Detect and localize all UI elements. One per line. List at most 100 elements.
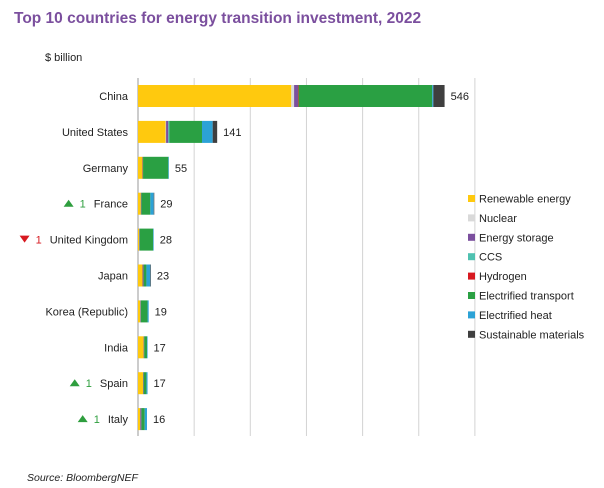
legend-swatch (468, 195, 475, 202)
bar-segment-renewable-energy (138, 300, 141, 323)
legend-label: Nuclear (479, 213, 517, 225)
total-value-label: 17 (154, 342, 166, 354)
legend-swatch (468, 272, 475, 280)
bar-segment-electrified-heat (432, 85, 434, 107)
bar-segment-electrified-transport (144, 336, 147, 359)
legend-swatch (468, 214, 475, 222)
bar-segment-renewable-energy (138, 408, 141, 431)
legend-label: Hydrogen (479, 271, 527, 283)
bar-segment-ccs (168, 120, 170, 143)
category-label: United States (62, 127, 129, 139)
legend-swatch (468, 253, 475, 261)
bar-segment-electrified-heat (144, 408, 147, 431)
total-value-label: 141 (223, 127, 241, 139)
rank-change-value: 1 (94, 414, 100, 426)
bar-segment-electrified-heat (147, 300, 149, 323)
category-label: Japan (98, 271, 128, 283)
bar-segment-renewable-energy (138, 192, 141, 215)
bar-segment-electrified-transport (141, 408, 145, 431)
bar-segment-renewable-energy (138, 228, 140, 251)
bar-segment-energy-storage (166, 120, 169, 143)
bar-segment-energy-storage (142, 264, 144, 287)
category-label: United Kingdom (50, 235, 128, 247)
total-labels: 546 141 55 29 28 23 19 17 17 16 (153, 91, 469, 426)
category-label: China (99, 91, 129, 103)
total-value-label: 19 (155, 306, 167, 318)
bar-segment-energy-storage (139, 228, 140, 251)
legend-label: Sustainable materials (479, 329, 585, 341)
legend-label: Renewable energy (479, 194, 571, 206)
category-label: Italy (108, 414, 129, 426)
rank-up-arrow-icon (77, 415, 88, 423)
total-value-label: 23 (157, 271, 169, 283)
bar-segment-renewable-energy (138, 372, 144, 395)
bar-segment-electrified-heat (153, 228, 154, 251)
legend-swatch (468, 311, 475, 319)
bar-segment-energy-storage (140, 300, 141, 323)
legend: Renewable energy Nuclear Energy storage CCS… (468, 194, 585, 341)
total-value-label: 28 (160, 235, 172, 247)
rank-change-value: 1 (36, 235, 42, 247)
bar-segment-electrified-transport (139, 228, 154, 251)
category-labels: China United States Germany France 1 United K… (19, 91, 129, 426)
bar-segment-energy-storage (142, 156, 144, 179)
category-label: India (104, 342, 129, 354)
total-value-label: 29 (160, 199, 172, 211)
bar-segment-energy-storage (140, 192, 142, 215)
bar-segment-electrified-heat (168, 156, 169, 179)
total-value-label: 17 (154, 378, 166, 390)
unit-label: $ billion (45, 52, 83, 64)
bar-segment-electrified-heat (202, 120, 213, 143)
bar-segment-electrified-transport (140, 300, 148, 323)
category-label: France (94, 199, 128, 211)
bar-segment-nuclear (165, 120, 167, 143)
bar-segment-electrified-transport (143, 264, 147, 287)
bar-segment-sustainable-materials (150, 264, 151, 287)
bar-segment-electrified-heat (146, 336, 148, 359)
bar-segment-renewable-energy (138, 156, 143, 179)
bar-segment-hydrogen (298, 85, 299, 107)
legend-label: Electrified heat (479, 310, 552, 322)
bar-segment-electrified-transport (143, 156, 169, 179)
bar-segment-electrified-heat (150, 192, 154, 215)
rank-up-arrow-icon (69, 379, 80, 387)
bar-segment-renewable-energy (138, 85, 292, 107)
rank-up-arrow-icon (63, 199, 74, 207)
bar-segment-energy-storage (140, 408, 142, 431)
rank-down-arrow-icon (19, 235, 30, 243)
bar-segment-renewable-energy (138, 264, 143, 287)
category-label: Germany (83, 163, 129, 175)
rank-change-value: 1 (86, 378, 92, 390)
total-value-label: 546 (451, 91, 469, 103)
bar-segment-energy-storage (294, 85, 299, 107)
bar-segment-sustainable-materials (212, 120, 218, 143)
bar-segment-electrified-transport (143, 372, 147, 395)
bar-segment-electrified-heat (146, 264, 151, 287)
legend-swatch (468, 233, 475, 241)
legend-label: Electrified transport (479, 291, 574, 303)
bar-segment-electrified-heat (146, 372, 148, 395)
bar-segment-nuclear (291, 85, 295, 107)
bar-segment-renewable-energy (138, 120, 166, 143)
bar-segment-sustainable-materials (433, 85, 445, 107)
total-value-label: 55 (175, 163, 187, 175)
bar-segment-electrified-transport (141, 192, 151, 215)
bar-stacks (138, 85, 445, 431)
bar-segment-electrified-transport (169, 120, 203, 143)
bar-segment-electrified-transport (298, 85, 433, 107)
legend-label: CCS (479, 252, 502, 264)
bar-segment-energy-storage (143, 372, 144, 395)
category-label: Korea (Republic) (45, 306, 128, 318)
bar-segment-renewable-energy (138, 336, 144, 359)
total-value-label: 16 (153, 414, 165, 426)
bar-segment-sustainable-materials (153, 192, 155, 215)
legend-swatch (468, 292, 475, 299)
chart-title: Top 10 countries for energy transition i… (14, 10, 422, 27)
legend-swatch (468, 330, 475, 338)
source-note: Source: BloombergNEF (27, 472, 138, 484)
rank-change-value: 1 (80, 199, 86, 211)
bar-segment-energy-storage (143, 336, 145, 359)
legend-label: Energy storage (479, 232, 554, 244)
category-label: Spain (100, 378, 128, 390)
